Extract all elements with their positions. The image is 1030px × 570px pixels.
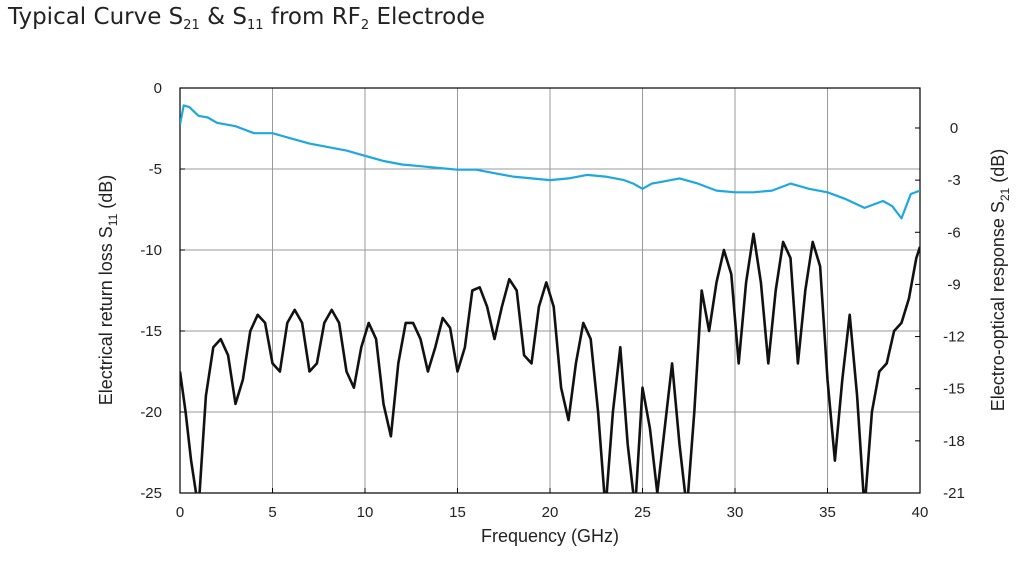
x-tick-label: 40: [912, 504, 929, 521]
x-axis-ticks: 0 5 10 15 20 25 30 35 40: [176, 488, 929, 521]
left-tick-label: -10: [140, 242, 162, 259]
left-tick-label: 0: [154, 80, 162, 97]
x-tick-label: 0: [176, 504, 184, 521]
right-tick-label: -12: [943, 329, 965, 346]
right-tick-label: -9: [947, 276, 960, 293]
left-axis-label: Electrical return loss S11 (dB): [96, 175, 120, 406]
left-tick-label: -15: [140, 323, 162, 340]
x-tick-label: 10: [357, 504, 374, 521]
left-tick-label: -25: [140, 485, 162, 502]
chart-title: Typical Curve S21 & S11 from RF2 Electro…: [8, 4, 486, 33]
series-layer: [180, 104, 920, 493]
x-tick-label: 5: [268, 504, 276, 521]
left-tick-label: -20: [140, 404, 162, 421]
right-axis-ticks: 0 -3 -6 -9 -12 -15 -18 -21: [915, 120, 965, 502]
x-tick-label: 30: [727, 504, 744, 521]
x-tick-label: 25: [634, 504, 651, 521]
right-tick-label: -6: [947, 224, 960, 241]
right-axis-label: Electro-optical response S21 (dB): [988, 149, 1012, 411]
s11-series-line: [180, 232, 920, 493]
left-tick-label: -5: [149, 161, 162, 178]
x-tick-label: 35: [819, 504, 836, 521]
right-tick-label: -18: [943, 433, 965, 450]
right-tick-label: -3: [947, 172, 960, 189]
right-tick-label: -15: [943, 381, 965, 398]
right-tick-label: 0: [950, 120, 958, 137]
x-tick-label: 20: [542, 504, 559, 521]
left-axis-ticks: 0 -5 -10 -15 -20 -25: [140, 80, 185, 502]
s21-series-line: [180, 104, 920, 220]
x-tick-label: 15: [449, 504, 466, 521]
x-axis-label: Frequency (GHz): [481, 526, 619, 546]
right-tick-label: -21: [943, 485, 965, 502]
